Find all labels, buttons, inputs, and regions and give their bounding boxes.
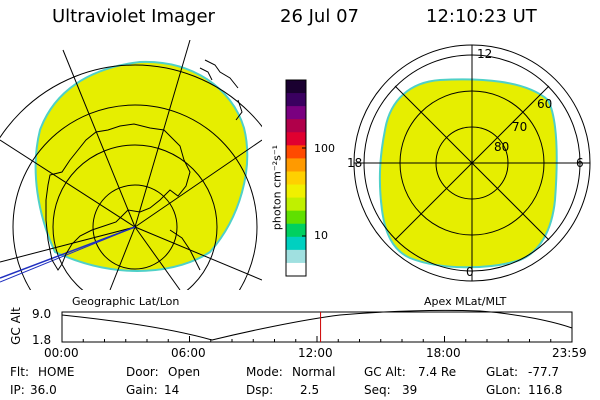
glat-label: GLat: (486, 365, 519, 379)
altitude-curve (61, 309, 573, 341)
instrument-title: Ultraviolet Imager (52, 6, 215, 27)
colorbar-swatch (286, 158, 306, 172)
apex-polar-plot (353, 44, 591, 282)
colorbar-tick-10: 10 (314, 229, 328, 242)
colorbar-swatch (286, 106, 306, 120)
geo-panel-label: Geographic Lat/Lon (72, 295, 180, 308)
colorbar-swatch (286, 184, 306, 199)
ip-value: 36.0 (30, 383, 57, 397)
timeline-ytick-bottom: 1.8 (32, 333, 52, 347)
colorbar-swatch (286, 93, 306, 107)
colorbar-swatch (286, 236, 306, 251)
observation-time: 12:10:23 UT (426, 6, 537, 27)
apex-image-region (378, 78, 558, 269)
colorbar-swatch (286, 249, 306, 264)
glon-label: GLon: (486, 383, 521, 397)
glat-value: -77.7 (528, 365, 560, 379)
gain-label: Gain: (126, 383, 158, 397)
mode-label: Mode: (246, 365, 283, 379)
mlt-label-12: 12 (477, 47, 493, 61)
timeline-xtick-1200: 12:00 (298, 346, 333, 360)
colorbar-swatch (286, 171, 306, 186)
mlat-label-70: 70 (512, 120, 528, 134)
door-label: Door: (126, 365, 159, 379)
mode-value: Normal (292, 365, 336, 379)
geo-image-region (34, 60, 249, 272)
timeline-xtick-2359: 23:59 (552, 346, 587, 360)
colorbar-swatch (286, 119, 306, 133)
colorbar-unit-label: photon cm⁻²s⁻¹ (270, 144, 284, 231)
gcalt-label: GC Alt: (364, 365, 406, 379)
colorbar-tick-100: 100 (314, 142, 335, 155)
mlt-label-18: 18 (347, 156, 363, 170)
dsp-value: 2.5 (300, 383, 320, 397)
timeline-axis-label: GC Alt (9, 307, 23, 345)
colorbar (285, 79, 307, 277)
gain-value: 14 (164, 383, 180, 397)
mlt-label-0: 0 (466, 265, 474, 279)
altitude-timeline (61, 309, 573, 343)
ip-label: IP: (10, 383, 25, 397)
mlat-label-60: 60 (537, 97, 553, 111)
colorbar-swatch (286, 132, 306, 146)
seq-label: Seq: (364, 383, 391, 397)
geographic-map (0, 40, 262, 290)
colorbar-swatch (286, 223, 306, 238)
mlt-label-6: 6 (576, 156, 584, 170)
timeline-xtick-0600: 06:00 (171, 346, 206, 360)
door-value: Open (168, 365, 201, 379)
colorbar-swatch (286, 210, 306, 225)
flt-label: Flt: (10, 365, 29, 379)
colorbar-swatch (286, 80, 306, 94)
timeline-xtick-1800: 18:00 (426, 346, 461, 360)
mlat-label-80: 80 (494, 140, 510, 154)
colorbar-swatch (286, 197, 306, 212)
timeline-xtick-0000: 00:00 (44, 346, 79, 360)
apex-panel-label: Apex MLat/MLT (424, 295, 507, 308)
colorbar-swatch (286, 145, 306, 159)
observation-date: 26 Jul 07 (280, 6, 359, 27)
seq-value: 39 (402, 383, 418, 397)
dsp-label: Dsp: (246, 383, 274, 397)
gcalt-value: 7.4 Re (418, 365, 457, 379)
glon-value: 116.8 (528, 383, 563, 397)
coastline (45, 123, 191, 271)
flt-value: HOME (38, 365, 75, 379)
colorbar-swatch (286, 262, 306, 277)
timeline-ytick-top: 9.0 (32, 307, 52, 321)
